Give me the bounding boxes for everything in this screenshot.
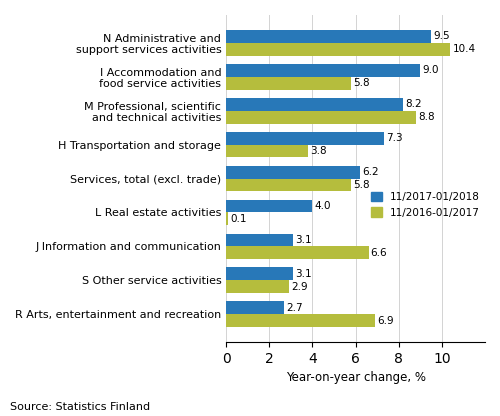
Text: 9.5: 9.5 [433, 31, 450, 41]
Bar [226, 267, 293, 280]
Bar [226, 178, 351, 191]
Text: 7.3: 7.3 [386, 133, 402, 143]
Text: 6.2: 6.2 [362, 167, 378, 177]
Legend: 11/2017-01/2018, 11/2016-01/2017: 11/2017-01/2018, 11/2016-01/2017 [371, 192, 480, 218]
Text: 6.6: 6.6 [370, 248, 388, 258]
Bar [226, 246, 368, 259]
Text: 3.1: 3.1 [295, 269, 312, 279]
Text: 8.8: 8.8 [418, 112, 434, 122]
Text: 5.8: 5.8 [354, 180, 370, 190]
Bar [226, 233, 293, 246]
Text: 3.8: 3.8 [310, 146, 327, 156]
Text: 4.0: 4.0 [314, 201, 331, 211]
Text: 10.4: 10.4 [452, 44, 476, 54]
Text: 0.1: 0.1 [230, 214, 247, 224]
Bar [226, 64, 420, 77]
Bar [226, 98, 403, 111]
Text: 9.0: 9.0 [422, 65, 439, 75]
Bar [226, 111, 416, 124]
Bar [226, 145, 308, 158]
Bar [226, 77, 351, 89]
Text: 5.8: 5.8 [354, 78, 370, 88]
Bar [226, 314, 375, 327]
X-axis label: Year-on-year change, %: Year-on-year change, % [286, 371, 426, 384]
Text: 6.9: 6.9 [377, 316, 394, 326]
Text: Source: Statistics Finland: Source: Statistics Finland [10, 402, 150, 412]
Bar [226, 166, 360, 178]
Text: 3.1: 3.1 [295, 235, 312, 245]
Bar [226, 30, 431, 43]
Bar [226, 302, 284, 314]
Bar [226, 280, 288, 293]
Bar [226, 43, 450, 56]
Text: 2.7: 2.7 [286, 303, 303, 313]
Text: 2.9: 2.9 [291, 282, 308, 292]
Text: 8.2: 8.2 [405, 99, 422, 109]
Bar [226, 200, 312, 213]
Bar [226, 213, 228, 225]
Bar [226, 132, 384, 145]
